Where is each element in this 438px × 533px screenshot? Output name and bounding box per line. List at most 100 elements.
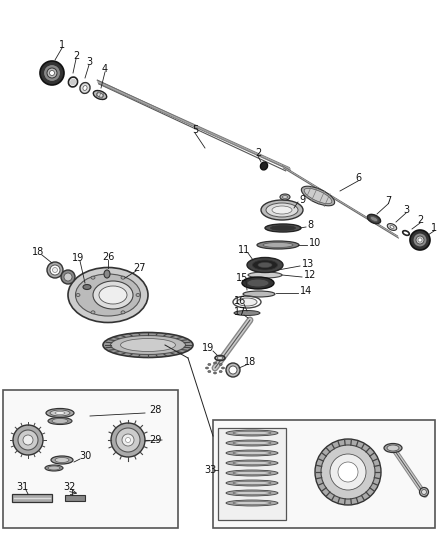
Text: 19: 19 bbox=[202, 343, 214, 353]
Ellipse shape bbox=[208, 364, 211, 366]
Ellipse shape bbox=[116, 428, 140, 452]
Text: 1: 1 bbox=[59, 40, 65, 50]
Ellipse shape bbox=[222, 367, 225, 369]
Text: 30: 30 bbox=[79, 451, 91, 461]
Ellipse shape bbox=[226, 460, 278, 466]
Ellipse shape bbox=[18, 430, 38, 450]
Ellipse shape bbox=[226, 450, 278, 456]
Ellipse shape bbox=[104, 270, 110, 278]
Ellipse shape bbox=[48, 466, 60, 470]
Text: 15: 15 bbox=[236, 273, 248, 283]
Ellipse shape bbox=[55, 411, 65, 415]
Ellipse shape bbox=[93, 91, 107, 100]
Ellipse shape bbox=[248, 272, 282, 278]
Ellipse shape bbox=[416, 236, 424, 244]
Text: 6: 6 bbox=[355, 173, 361, 183]
Ellipse shape bbox=[321, 445, 375, 499]
Ellipse shape bbox=[51, 456, 73, 464]
Text: 11: 11 bbox=[238, 245, 250, 255]
Ellipse shape bbox=[226, 430, 278, 436]
Ellipse shape bbox=[91, 276, 95, 279]
Ellipse shape bbox=[49, 70, 54, 76]
Text: 31: 31 bbox=[16, 482, 28, 492]
Ellipse shape bbox=[280, 194, 290, 200]
Ellipse shape bbox=[61, 270, 75, 284]
Ellipse shape bbox=[242, 277, 274, 289]
Text: 2: 2 bbox=[417, 215, 423, 225]
Ellipse shape bbox=[338, 462, 358, 482]
Ellipse shape bbox=[252, 260, 278, 270]
Text: 5: 5 bbox=[192, 125, 198, 135]
Ellipse shape bbox=[233, 441, 271, 445]
Ellipse shape bbox=[304, 188, 332, 204]
Ellipse shape bbox=[226, 480, 278, 486]
Text: 2: 2 bbox=[255, 148, 261, 158]
Ellipse shape bbox=[330, 454, 366, 490]
Ellipse shape bbox=[283, 196, 287, 198]
Ellipse shape bbox=[213, 362, 216, 364]
Ellipse shape bbox=[47, 262, 63, 278]
Ellipse shape bbox=[68, 268, 148, 322]
Ellipse shape bbox=[258, 262, 272, 268]
Ellipse shape bbox=[247, 257, 283, 272]
Ellipse shape bbox=[233, 461, 271, 465]
Ellipse shape bbox=[233, 451, 271, 455]
Ellipse shape bbox=[208, 370, 211, 373]
Bar bbox=[12, 494, 52, 502]
Text: 32: 32 bbox=[64, 482, 76, 492]
Ellipse shape bbox=[53, 268, 57, 272]
Ellipse shape bbox=[247, 279, 269, 287]
Ellipse shape bbox=[121, 311, 125, 314]
Ellipse shape bbox=[387, 445, 399, 451]
Ellipse shape bbox=[217, 357, 223, 359]
Ellipse shape bbox=[213, 372, 216, 374]
Ellipse shape bbox=[126, 438, 131, 442]
Ellipse shape bbox=[229, 366, 237, 374]
Ellipse shape bbox=[272, 206, 292, 214]
Ellipse shape bbox=[421, 489, 427, 495]
Ellipse shape bbox=[390, 225, 394, 229]
Ellipse shape bbox=[121, 276, 125, 279]
Ellipse shape bbox=[271, 225, 296, 230]
Ellipse shape bbox=[263, 243, 293, 247]
Ellipse shape bbox=[13, 425, 43, 455]
Ellipse shape bbox=[83, 86, 87, 91]
Text: 19: 19 bbox=[72, 253, 84, 263]
Bar bbox=[218, 428, 286, 520]
Ellipse shape bbox=[266, 203, 298, 217]
Ellipse shape bbox=[261, 162, 268, 170]
Text: 29: 29 bbox=[149, 435, 161, 445]
Text: 3: 3 bbox=[86, 57, 92, 67]
Text: 18: 18 bbox=[244, 357, 256, 367]
Ellipse shape bbox=[219, 370, 222, 373]
Ellipse shape bbox=[226, 440, 278, 446]
Text: 3: 3 bbox=[403, 205, 409, 215]
Ellipse shape bbox=[370, 216, 378, 221]
Ellipse shape bbox=[83, 285, 91, 289]
Ellipse shape bbox=[301, 186, 335, 206]
Ellipse shape bbox=[233, 471, 271, 475]
Ellipse shape bbox=[55, 457, 69, 463]
Ellipse shape bbox=[257, 241, 299, 249]
Text: 10: 10 bbox=[309, 238, 321, 248]
Ellipse shape bbox=[111, 423, 145, 457]
Ellipse shape bbox=[234, 311, 260, 316]
Bar bbox=[3, 390, 178, 528]
Ellipse shape bbox=[384, 443, 402, 453]
Ellipse shape bbox=[97, 93, 103, 97]
Ellipse shape bbox=[64, 273, 72, 281]
Ellipse shape bbox=[219, 364, 222, 366]
Ellipse shape bbox=[122, 434, 134, 446]
Ellipse shape bbox=[226, 470, 278, 476]
Text: 4: 4 bbox=[102, 64, 108, 74]
Text: 33: 33 bbox=[204, 465, 216, 475]
Ellipse shape bbox=[226, 363, 240, 377]
Ellipse shape bbox=[48, 417, 72, 424]
Ellipse shape bbox=[413, 233, 427, 247]
Ellipse shape bbox=[47, 68, 57, 78]
Ellipse shape bbox=[75, 274, 141, 316]
Ellipse shape bbox=[103, 333, 193, 358]
Ellipse shape bbox=[410, 230, 430, 250]
Text: 18: 18 bbox=[32, 247, 44, 257]
Text: 27: 27 bbox=[134, 263, 146, 273]
